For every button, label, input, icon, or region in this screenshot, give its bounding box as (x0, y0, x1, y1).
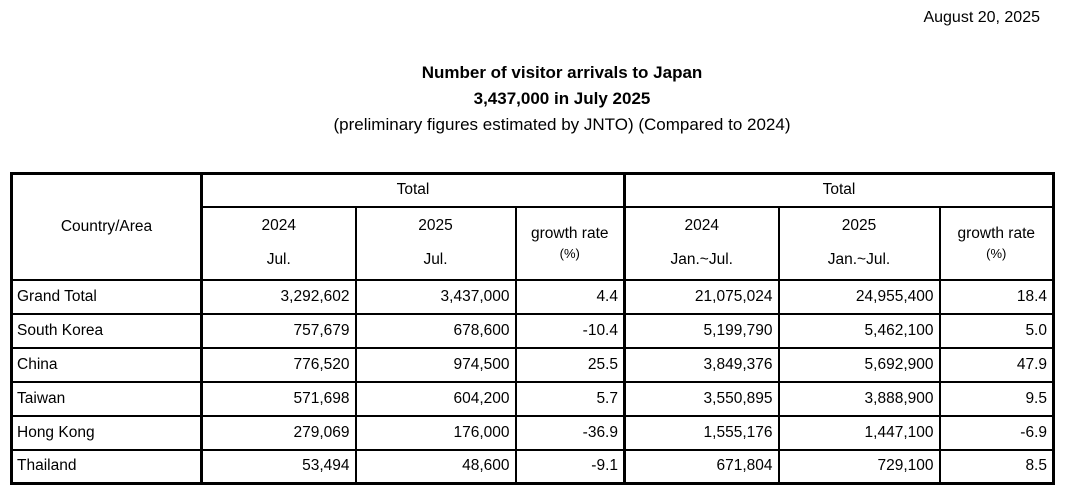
value-cell: -6.9 (938, 414, 1055, 451)
value-cell: 48,600 (354, 448, 517, 485)
table-row-thailand: Thailand 53,494 48,600 -9.1 671,804 729,… (10, 448, 1055, 485)
value-cell: 47.9 (938, 346, 1055, 383)
percent-label: (%) (559, 246, 580, 261)
value-cell: 8.5 (938, 448, 1055, 485)
value-cell: 21,075,024 (623, 278, 780, 315)
growth-rate-label: growth rate (530, 225, 609, 242)
col-header-2025-jan-jul: 2025 Jan.~Jul. (777, 205, 941, 281)
value-cell: 1,447,100 (777, 414, 941, 451)
country-area-header: Country/Area (10, 172, 203, 281)
value-cell: 5,692,900 (777, 346, 941, 383)
col-header-year: 2025 (418, 216, 453, 234)
country-cell: South Korea (10, 312, 203, 349)
value-cell: 3,437,000 (354, 278, 517, 315)
header-group-row: Country/Area Total Total (10, 172, 1055, 281)
title-line-3: (preliminary figures estimated by JNTO) … (333, 115, 791, 134)
value-cell: 678,600 (354, 312, 517, 349)
value-cell: -10.4 (514, 312, 626, 349)
col-header-year: 2024 (261, 216, 296, 234)
col-header-period: Jan.~Jul. (827, 251, 891, 269)
value-cell: 776,520 (200, 346, 357, 383)
visitor-arrivals-table-container: Country/Area Total Total 2024 Jul. 2025 … (10, 172, 1055, 485)
country-cell: China (10, 346, 203, 383)
country-cell: Grand Total (10, 278, 203, 315)
table-row-hong-kong: Hong Kong 279,069 176,000 -36.9 1,555,17… (10, 414, 1055, 451)
table-row-grand-total: Grand Total 3,292,602 3,437,000 4.4 21,0… (10, 278, 1055, 315)
value-cell: 4.4 (514, 278, 626, 315)
col-header-2025-jul: 2025 Jul. (354, 205, 517, 281)
value-cell: 5,199,790 (623, 312, 780, 349)
value-cell: 3,849,376 (623, 346, 780, 383)
col-header-growth-rate-jan-jul: growth rate (%) (938, 205, 1055, 281)
value-cell: 729,100 (777, 448, 941, 485)
value-cell: 974,500 (354, 346, 517, 383)
value-cell: 5.0 (938, 312, 1055, 349)
growth-rate-label: growth rate (957, 225, 1036, 242)
value-cell: 5,462,100 (777, 312, 941, 349)
group1-total-header: Total (200, 172, 626, 208)
col-header-period: Jul. (423, 251, 448, 269)
country-cell: Taiwan (10, 380, 203, 417)
col-header-period: Jan.~Jul. (670, 251, 733, 269)
col-header-growth-rate-jul: growth rate (%) (514, 205, 626, 281)
value-cell: 25.5 (514, 346, 626, 383)
col-header-period: Jul. (266, 251, 291, 269)
col-header-year: 2025 (841, 216, 877, 234)
value-cell: 5.7 (514, 380, 626, 417)
title-line-2: 3,437,000 in July 2025 (473, 89, 651, 108)
page-title: Number of visitor arrivals to Japan 3,43… (56, 60, 1068, 138)
value-cell: 3,550,895 (623, 380, 780, 417)
release-date: August 20, 2025 (923, 9, 1040, 26)
group2-total-header: Total (623, 172, 1055, 208)
value-cell: -9.1 (514, 448, 626, 485)
value-cell: 571,698 (200, 380, 357, 417)
value-cell: 176,000 (354, 414, 517, 451)
value-cell: 53,494 (200, 448, 357, 485)
col-header-2024-jul: 2024 Jul. (200, 205, 357, 281)
value-cell: 279,069 (200, 414, 357, 451)
table-row-china: China 776,520 974,500 25.5 3,849,376 5,6… (10, 346, 1055, 383)
header-column-row: 2024 Jul. 2025 Jul. growth rate (%) (12, 205, 1055, 281)
value-cell: 9.5 (938, 380, 1055, 417)
table-row-taiwan: Taiwan 571,698 604,200 5.7 3,550,895 3,8… (10, 380, 1055, 417)
value-cell: 1,555,176 (623, 414, 780, 451)
country-cell: Hong Kong (10, 414, 203, 451)
value-cell: 757,679 (200, 312, 357, 349)
value-cell: 3,888,900 (777, 380, 941, 417)
value-cell: 3,292,602 (200, 278, 357, 315)
percent-label: (%) (986, 246, 1007, 261)
value-cell: 671,804 (623, 448, 780, 485)
value-cell: 18.4 (938, 278, 1055, 315)
value-cell: -36.9 (514, 414, 626, 451)
title-line-1: Number of visitor arrivals to Japan (421, 63, 703, 82)
visitor-arrivals-table: Country/Area Total Total 2024 Jul. 2025 … (10, 172, 1055, 485)
col-header-year: 2024 (684, 216, 719, 234)
value-cell: 604,200 (354, 380, 517, 417)
country-cell: Thailand (10, 448, 203, 485)
table-row-south-korea: South Korea 757,679 678,600 -10.4 5,199,… (10, 312, 1055, 349)
col-header-2024-jan-jul: 2024 Jan.~Jul. (623, 205, 780, 281)
value-cell: 24,955,400 (777, 278, 941, 315)
